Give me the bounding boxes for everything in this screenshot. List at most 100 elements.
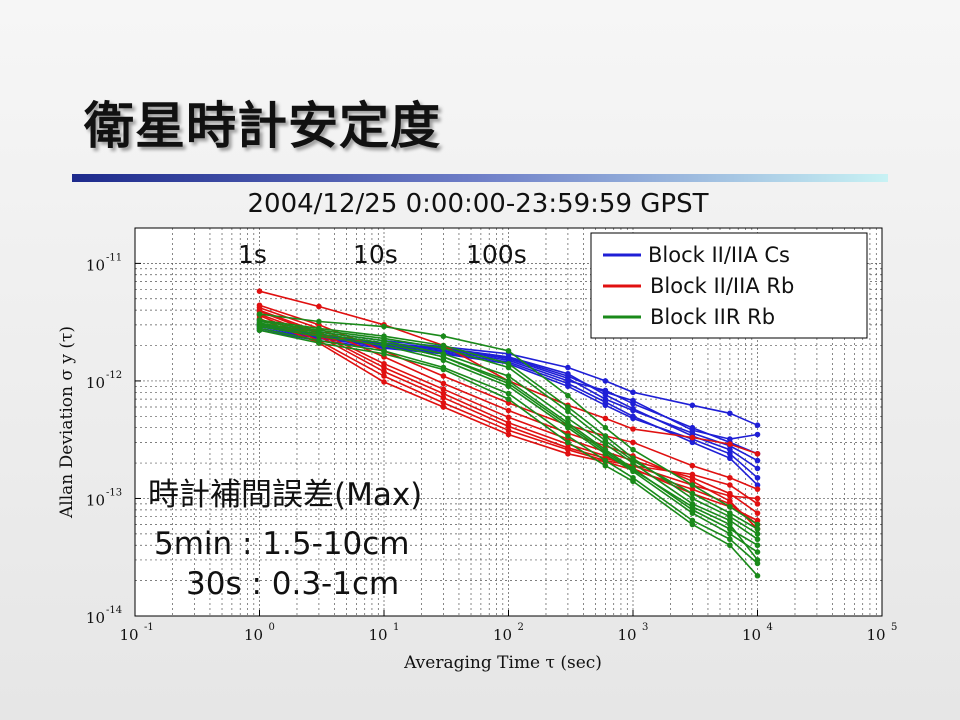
series-point: [630, 389, 636, 396]
series-group-3: [256, 311, 761, 579]
x-tick-label: 10: [742, 626, 761, 644]
series-point: [754, 526, 761, 532]
series-point: [689, 462, 696, 469]
x-tick-exponent: -1: [144, 622, 154, 633]
series-point: [505, 390, 512, 397]
series-point: [727, 450, 733, 457]
series-point: [754, 474, 761, 481]
series-point: [505, 348, 512, 354]
series-point: [689, 486, 696, 492]
y-tick-label: 10: [86, 256, 105, 274]
y-tick-exponent: -11: [106, 252, 122, 263]
series-point: [602, 457, 609, 464]
series-point: [565, 392, 571, 399]
series-point: [727, 482, 733, 488]
series-point: [602, 448, 609, 455]
series-point: [381, 379, 387, 385]
series-point: [505, 431, 512, 438]
series-point: [565, 380, 571, 387]
series-point: [727, 493, 733, 499]
x-tick-label: 10: [119, 626, 138, 644]
series-point: [440, 400, 447, 406]
series-point: [727, 455, 733, 462]
series-point: [565, 415, 571, 422]
series-point: [440, 386, 447, 393]
series-point: [440, 333, 447, 340]
y-tick-label: 10: [86, 609, 105, 627]
series-point: [630, 467, 636, 473]
series-point: [602, 378, 609, 384]
y-tick-exponent: -12: [106, 370, 122, 381]
series-point: [381, 364, 387, 371]
annotation-line-1: 時計補間誤差(Max): [148, 477, 422, 513]
legend-label-cs: Block II/IIA Cs: [648, 243, 790, 267]
x-tick-label: 10: [244, 626, 263, 644]
series-point: [565, 450, 571, 457]
series-point: [565, 433, 571, 439]
y-tick-label: 10: [86, 374, 105, 392]
series-point: [505, 354, 512, 361]
series-point: [602, 433, 609, 439]
series-point: [440, 394, 447, 401]
series-point: [754, 572, 761, 579]
series-point: [602, 462, 609, 469]
series-point: [602, 424, 609, 431]
series-point: [689, 402, 696, 409]
series-point: [727, 410, 733, 417]
series-point: [754, 521, 761, 528]
series-point: [602, 415, 609, 422]
x-axis-label: Averaging Time τ (sec): [403, 653, 602, 673]
series-point: [316, 340, 322, 346]
series-point: [689, 521, 696, 528]
series-point: [630, 413, 636, 420]
series-point: [256, 327, 263, 334]
series-point: [256, 288, 263, 294]
series-point: [689, 490, 696, 497]
series-point: [727, 542, 733, 549]
series-point: [440, 390, 447, 397]
series-point: [754, 486, 761, 492]
series-point: [754, 542, 761, 549]
series-point: [565, 364, 571, 371]
series-point: [727, 517, 733, 524]
series-point: [630, 405, 636, 412]
x-tick-exponent: 2: [518, 622, 524, 633]
series-point: [440, 404, 447, 410]
slide-title: 衛星時計安定度: [84, 97, 441, 155]
series-point: [630, 478, 636, 485]
series-point: [256, 322, 263, 328]
tau-label-1s: 1s: [238, 240, 267, 269]
series-point: [727, 510, 733, 516]
series-point: [727, 503, 733, 510]
legend-label-iir: Block IIR Rb: [650, 305, 775, 329]
title-underline-bar: [72, 174, 888, 182]
y-axis-label: Allan Deviation σ y (τ): [57, 326, 77, 519]
series-point: [727, 536, 733, 543]
series-point: [754, 536, 761, 543]
series-point: [505, 407, 512, 414]
series-point: [505, 396, 512, 402]
series-point: [602, 399, 609, 405]
y-tick-exponent: -13: [106, 487, 122, 498]
series-point: [727, 436, 733, 442]
series-point: [440, 354, 447, 360]
x-tick-label: 10: [866, 626, 885, 644]
tau-label-10s: 10s: [353, 240, 398, 269]
series-point: [256, 304, 263, 311]
tau-label-100s: 100s: [466, 240, 527, 269]
series-point: [316, 318, 322, 325]
series-point: [565, 373, 571, 379]
series-point: [440, 373, 447, 379]
series-point: [381, 368, 387, 375]
series-point: [689, 471, 696, 478]
series-point: [602, 437, 609, 444]
series-point: [381, 323, 387, 330]
series-point: [689, 517, 696, 524]
series-point: [727, 446, 733, 453]
series-point: [754, 501, 761, 507]
x-tick-exponent: 4: [767, 622, 773, 633]
series-point: [754, 531, 761, 537]
series-point: [505, 423, 512, 430]
series-point: [727, 474, 733, 481]
